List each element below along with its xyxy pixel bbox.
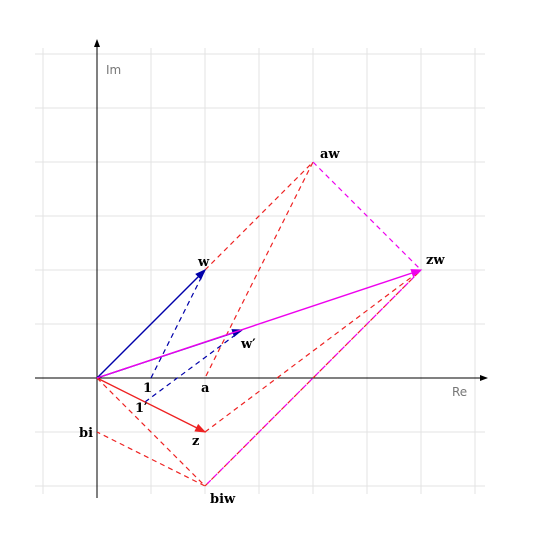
vector-w <box>96 269 206 379</box>
point-label: zw <box>426 253 445 268</box>
point-label: biw <box>210 492 236 507</box>
point-label: w <box>197 255 210 270</box>
point-label: z <box>192 434 199 449</box>
axis-label: Im <box>106 63 121 77</box>
point-label: bi <box>79 426 93 441</box>
axis-label: Re <box>452 385 467 399</box>
point-label: w′ <box>240 337 256 352</box>
vector-z <box>96 377 207 433</box>
point-label: 1 <box>143 381 152 396</box>
point-label: aw <box>320 147 340 162</box>
construction-lines <box>96 161 422 487</box>
point-label: a <box>201 381 210 396</box>
vector-zw <box>96 269 423 379</box>
point-label: 1′ <box>135 401 148 416</box>
